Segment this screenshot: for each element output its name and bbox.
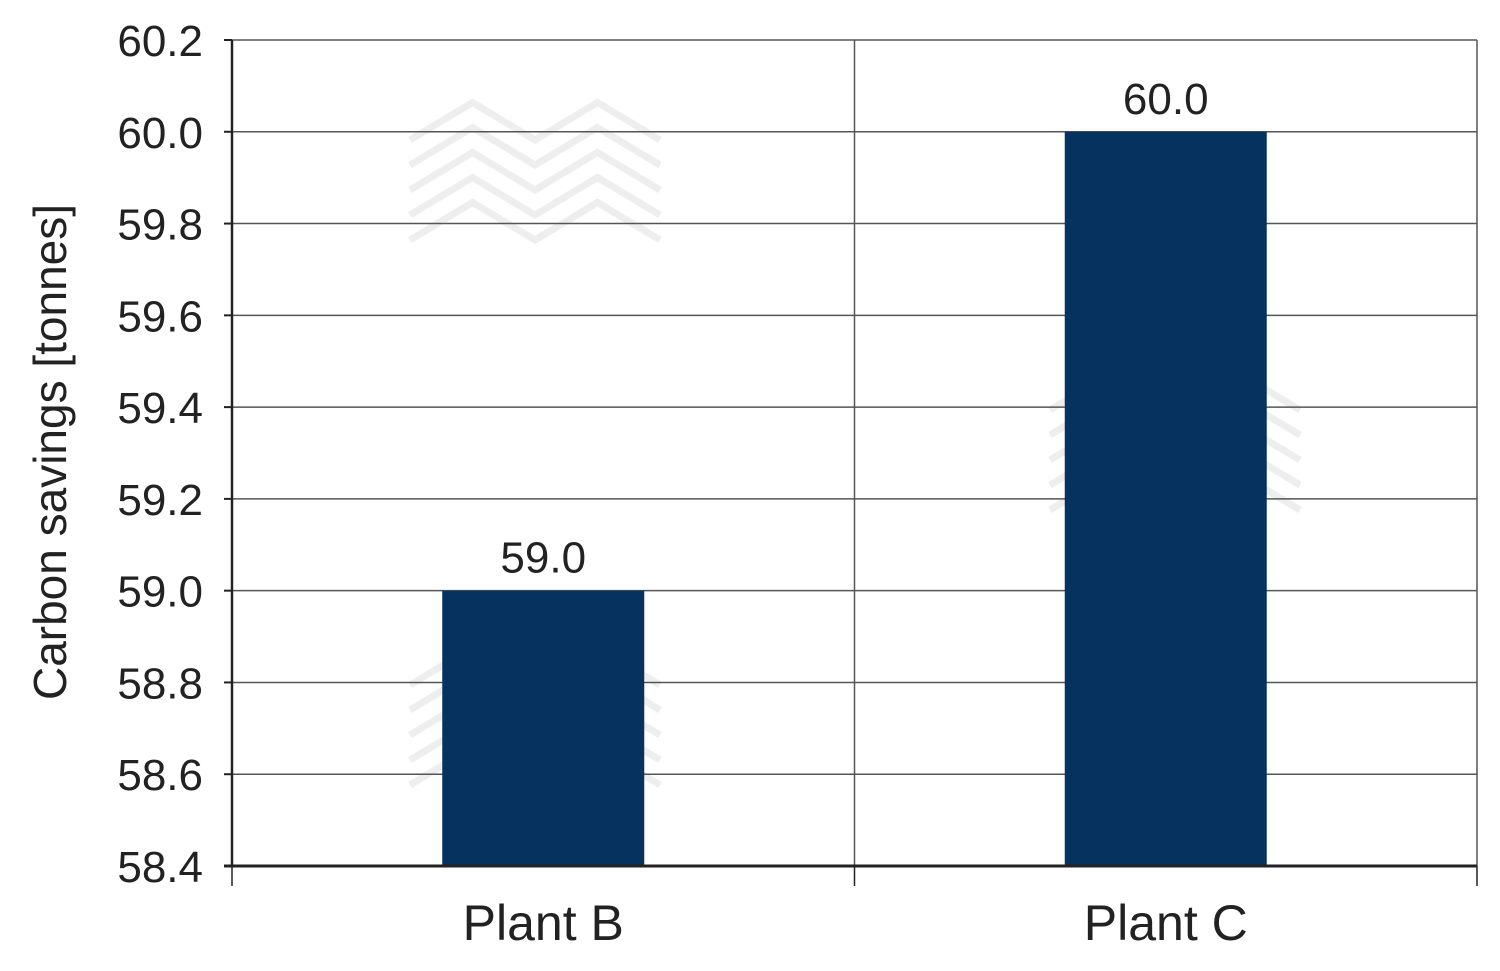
y-tick-label: 58.4 <box>117 843 203 892</box>
bar <box>1064 131 1267 866</box>
x-axis-ticks: Plant B Plant C <box>231 866 1478 951</box>
y-axis-title: Carbon savings [tonnes] <box>24 204 76 700</box>
y-tick-label: 59.0 <box>117 568 203 617</box>
y-tick-label: 59.4 <box>117 384 203 433</box>
bars <box>442 131 1267 866</box>
y-axis-ticks: 58.4 58.6 58.8 59.0 59.2 59.4 59.6 59.8 60.0 60.2 <box>117 17 232 892</box>
bar <box>442 590 645 866</box>
y-tick-label: 60.2 <box>117 17 203 66</box>
y-tick-label: 58.6 <box>117 751 203 800</box>
watermark-stroke <box>408 98 662 145</box>
watermark-stroke <box>408 148 662 195</box>
x-tick-label: Plant C <box>1084 895 1248 951</box>
watermark-stroke <box>408 198 662 245</box>
x-tick-label: Plant B <box>463 895 624 951</box>
y-tick-label: 60.0 <box>117 109 203 158</box>
y-tick-label: 59.2 <box>117 476 203 525</box>
watermark-stroke <box>408 123 662 170</box>
bar-value-label: 59.0 <box>500 534 586 583</box>
axes <box>224 40 1477 868</box>
grid-lines <box>231 39 1478 867</box>
watermark-stroke <box>408 173 662 220</box>
value-labels: 59.0 60.0 <box>500 75 1208 583</box>
y-tick-label: 58.8 <box>117 659 203 708</box>
bar-value-label: 60.0 <box>1123 75 1209 124</box>
y-tick-label: 59.6 <box>117 292 203 341</box>
y-tick-label: 59.8 <box>117 201 203 250</box>
